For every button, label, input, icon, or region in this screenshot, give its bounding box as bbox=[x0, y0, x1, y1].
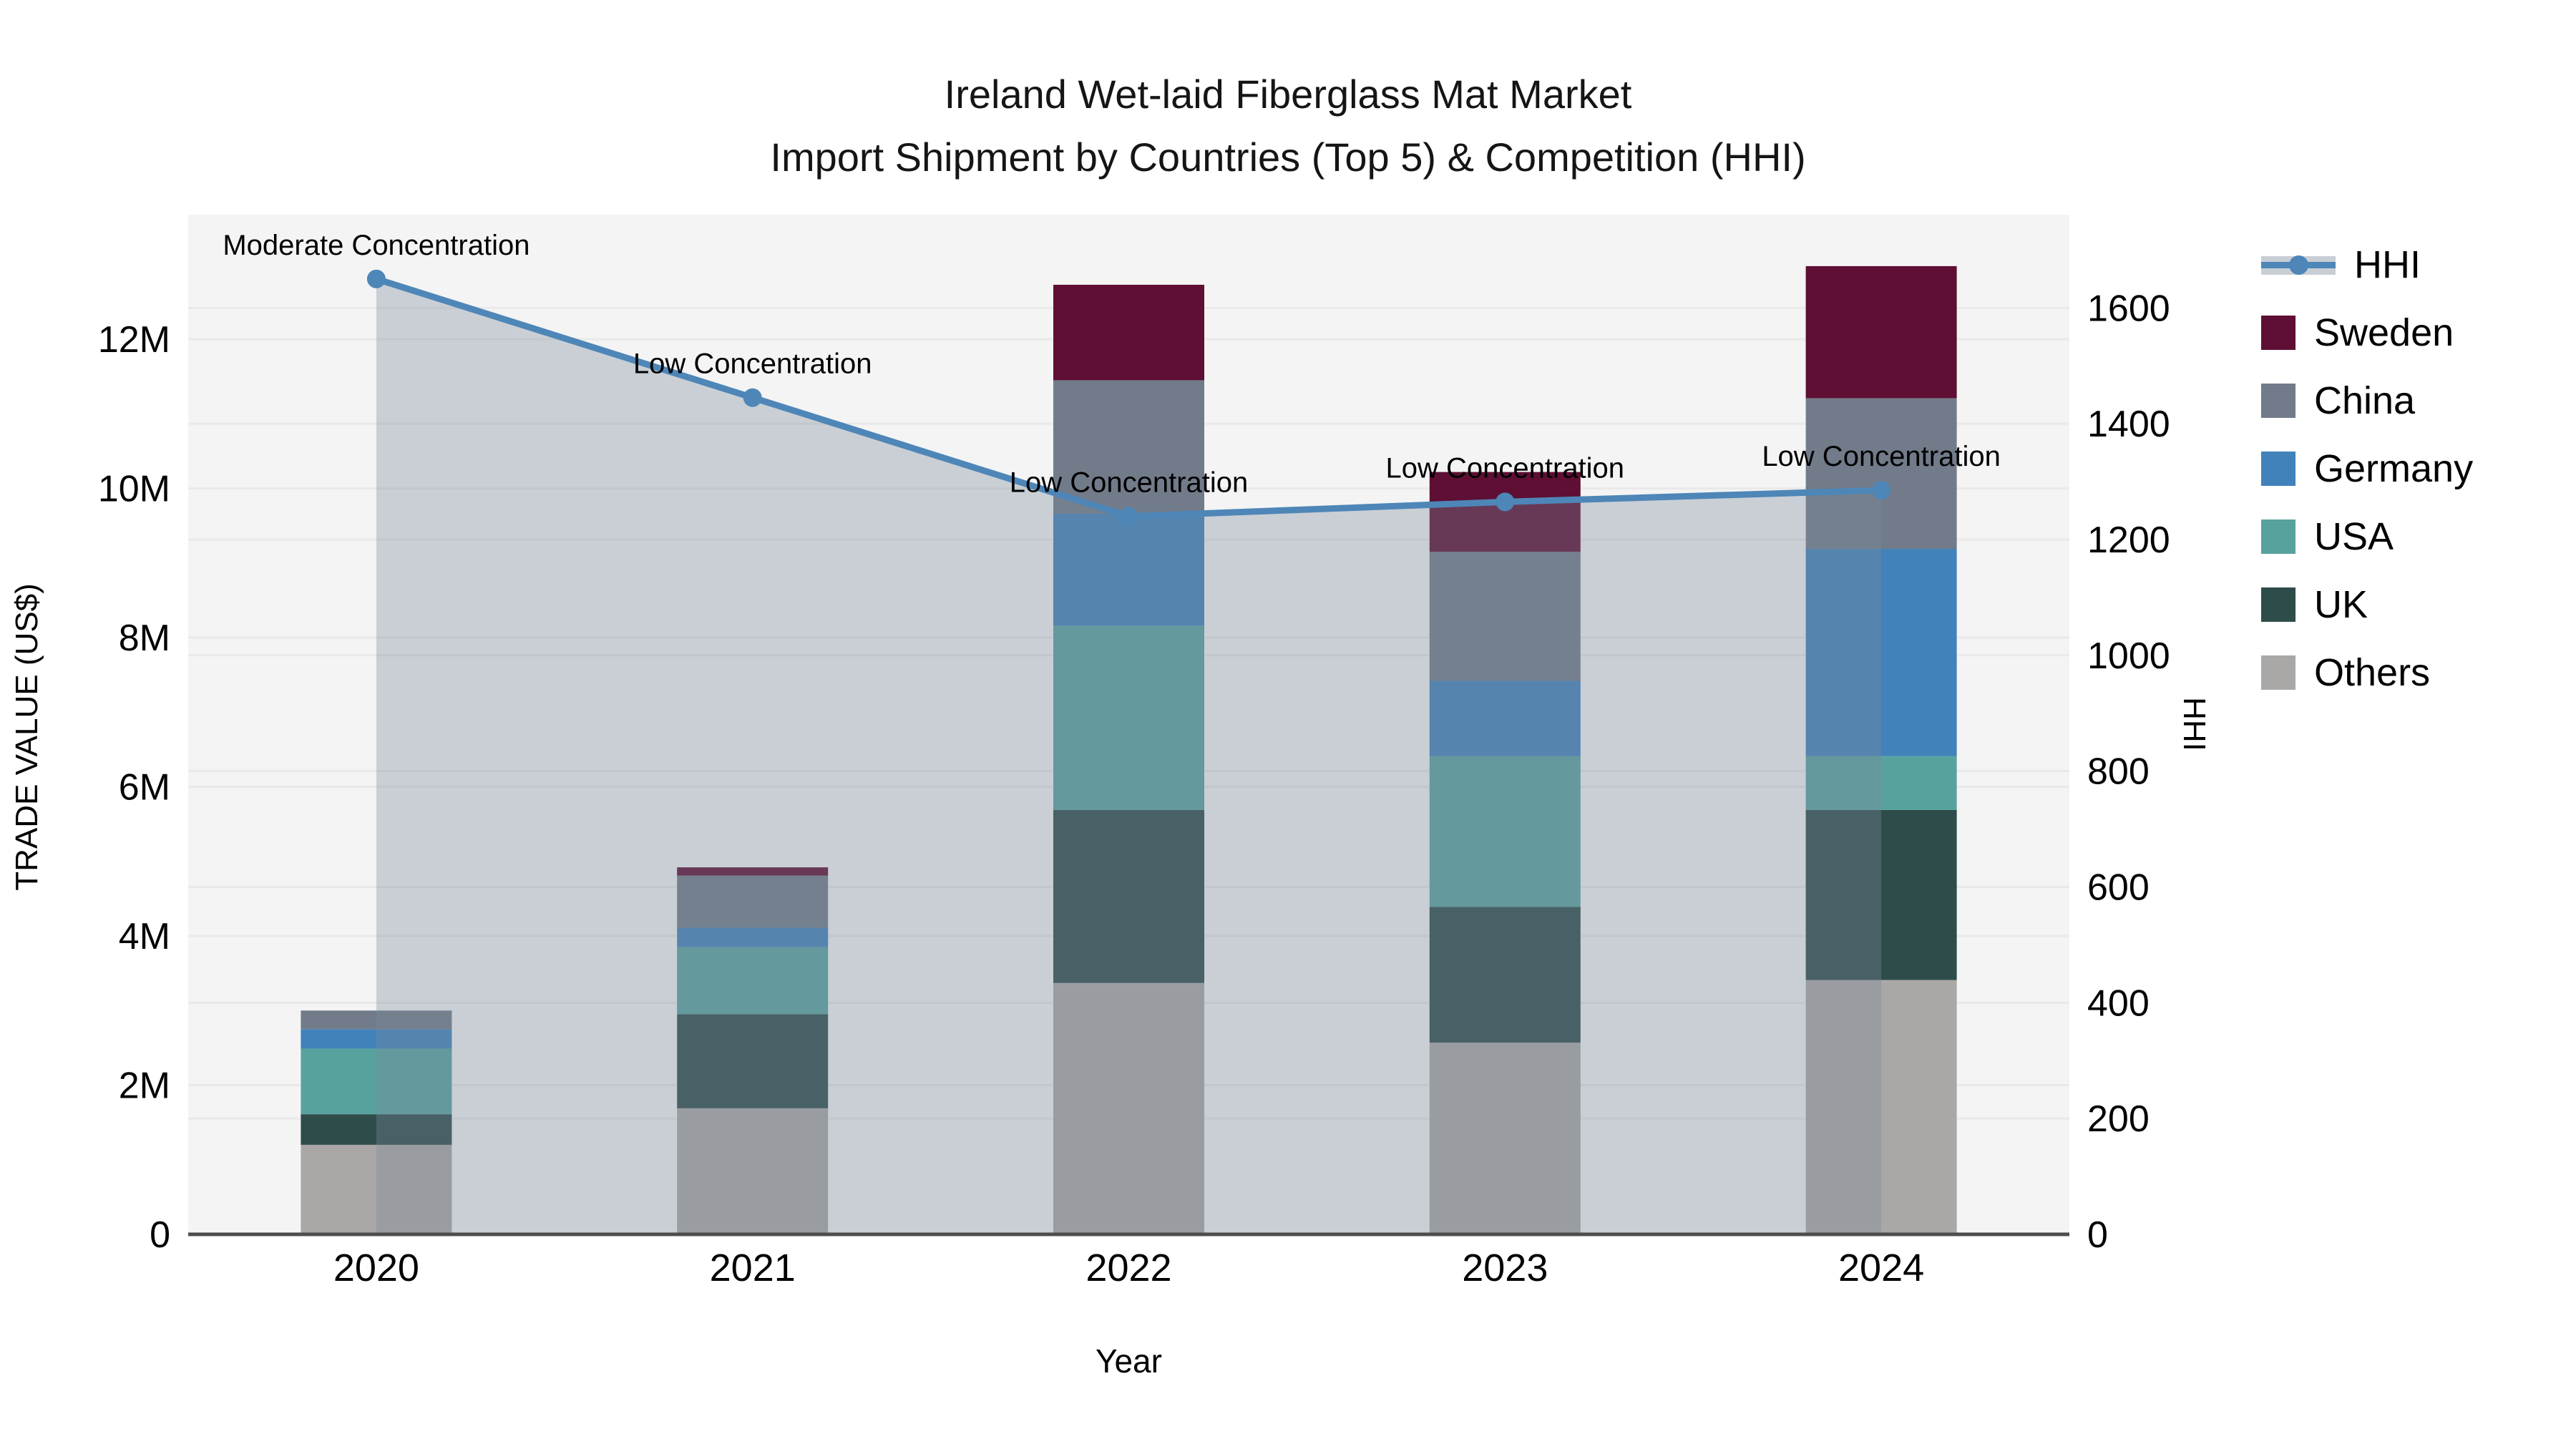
hhi-marker-2024 bbox=[1872, 481, 1891, 500]
hhi-marker-2023 bbox=[1496, 492, 1515, 512]
hhi-line-swatch-icon bbox=[2261, 248, 2336, 282]
left-tick-label: 8M bbox=[119, 618, 170, 659]
uk-swatch-icon bbox=[2261, 587, 2296, 622]
bar-segment-germany-2022 bbox=[1053, 514, 1204, 626]
left-tick-label: 0 bbox=[150, 1214, 170, 1256]
bar-segment-uk-2020 bbox=[301, 1114, 452, 1145]
sweden-swatch-icon bbox=[2261, 315, 2296, 350]
bar-segment-china-2022 bbox=[1053, 380, 1204, 514]
right-tick-label: 1000 bbox=[2087, 635, 2170, 677]
others-swatch-icon bbox=[2261, 655, 2296, 690]
bar-segment-china-2021 bbox=[677, 875, 829, 928]
legend-label: UK bbox=[2314, 582, 2368, 626]
bar-segment-others-2020 bbox=[301, 1144, 452, 1234]
bar-segment-china-2023 bbox=[1429, 552, 1581, 681]
china-swatch-icon bbox=[2261, 383, 2296, 418]
concentration-annotation: Low Concentration bbox=[1010, 467, 1249, 499]
concentration-annotation: Low Concentration bbox=[1386, 452, 1625, 484]
bar-segment-uk-2022 bbox=[1053, 809, 1204, 983]
bar-segment-usa-2024 bbox=[1805, 756, 1957, 810]
germany-swatch-icon bbox=[2261, 451, 2296, 486]
legend-label: HHI bbox=[2354, 243, 2421, 286]
x-tick-label: 2021 bbox=[710, 1246, 796, 1289]
bar-segment-china-2020 bbox=[301, 1010, 452, 1030]
bar-segment-uk-2024 bbox=[1805, 809, 1957, 980]
concentration-annotation: Low Concentration bbox=[1762, 441, 2001, 472]
right-tick-label: 1600 bbox=[2087, 288, 2170, 329]
legend-item-usa: USA bbox=[2261, 502, 2473, 570]
concentration-annotation: Low Concentration bbox=[633, 348, 872, 380]
hhi-marker-2021 bbox=[743, 388, 762, 407]
bar-segment-usa-2022 bbox=[1053, 625, 1204, 810]
left-tick-label: 4M bbox=[119, 916, 170, 957]
bar-segment-sweden-2024 bbox=[1805, 265, 1957, 399]
legend-label: Sweden bbox=[2314, 311, 2454, 354]
bar-segment-uk-2021 bbox=[677, 1014, 829, 1108]
legend-item-china: China bbox=[2261, 366, 2473, 434]
left-tick-label: 6M bbox=[119, 767, 170, 809]
x-tick-label: 2024 bbox=[1838, 1246, 1924, 1289]
bar-segment-germany-2024 bbox=[1805, 549, 1957, 756]
legend-item-sweden: Sweden bbox=[2261, 298, 2473, 366]
legend-item-hhi: HHI bbox=[2261, 230, 2473, 298]
x-tick-label: 2023 bbox=[1462, 1246, 1548, 1289]
right-tick-label: 1400 bbox=[2087, 404, 2170, 445]
chart-title-line1: Ireland Wet-laid Fiberglass Mat Market bbox=[944, 72, 1632, 117]
bar-segment-usa-2020 bbox=[301, 1048, 452, 1115]
bar-segment-sweden-2021 bbox=[677, 867, 829, 876]
right-tick-label: 400 bbox=[2087, 982, 2150, 1024]
legend-label: Others bbox=[2314, 650, 2431, 694]
hhi-marker-2020 bbox=[366, 269, 386, 288]
legend-item-others: Others bbox=[2261, 638, 2473, 706]
chart-title-line2: Import Shipment by Countries (Top 5) & C… bbox=[770, 135, 1806, 180]
right-tick-label: 200 bbox=[2087, 1098, 2150, 1140]
legend-label: China bbox=[2314, 379, 2416, 422]
chart-title: Ireland Wet-laid Fiberglass Mat Market I… bbox=[0, 63, 2576, 189]
hhi-area bbox=[376, 278, 1882, 1234]
x-tick-label: 2022 bbox=[1085, 1246, 1171, 1289]
bar-segment-sweden-2022 bbox=[1053, 284, 1204, 381]
bar-segment-usa-2021 bbox=[677, 947, 829, 1015]
legend-label: Germany bbox=[2314, 447, 2474, 490]
bar-segment-uk-2023 bbox=[1429, 907, 1581, 1043]
bar-segment-others-2022 bbox=[1053, 982, 1204, 1234]
bar-segment-others-2024 bbox=[1805, 980, 1957, 1234]
x-tick-label: 2020 bbox=[333, 1246, 419, 1289]
left-tick-label: 12M bbox=[98, 319, 170, 361]
right-axis-title: HHI bbox=[2177, 697, 2212, 751]
bar-segment-germany-2020 bbox=[301, 1029, 452, 1049]
right-tick-label: 0 bbox=[2087, 1214, 2108, 1256]
legend-label: USA bbox=[2314, 514, 2394, 558]
x-axis-title: Year bbox=[1096, 1342, 1162, 1380]
bar-segment-others-2021 bbox=[677, 1108, 829, 1234]
hhi-marker-2022 bbox=[1119, 507, 1138, 526]
legend-item-uk: UK bbox=[2261, 570, 2473, 638]
usa-swatch-icon bbox=[2261, 519, 2296, 554]
left-tick-label: 10M bbox=[98, 469, 170, 510]
left-axis-title: TRADE VALUE (US$) bbox=[9, 583, 44, 891]
bar-segment-germany-2023 bbox=[1429, 680, 1581, 756]
right-tick-label: 1200 bbox=[2087, 519, 2170, 561]
bar-segment-germany-2021 bbox=[677, 927, 829, 947]
legend-item-germany: Germany bbox=[2261, 434, 2473, 502]
bar-segment-sweden-2023 bbox=[1429, 472, 1581, 552]
concentration-annotation: Moderate Concentration bbox=[223, 230, 530, 261]
bar-segment-others-2023 bbox=[1429, 1043, 1581, 1234]
legend: HHI Sweden China Germany USA UK Others bbox=[2261, 230, 2473, 706]
right-tick-label: 800 bbox=[2087, 751, 2150, 793]
right-tick-label: 600 bbox=[2087, 867, 2150, 908]
left-tick-label: 2M bbox=[119, 1065, 170, 1107]
bar-segment-usa-2023 bbox=[1429, 756, 1581, 907]
bar-segment-china-2024 bbox=[1805, 398, 1957, 550]
